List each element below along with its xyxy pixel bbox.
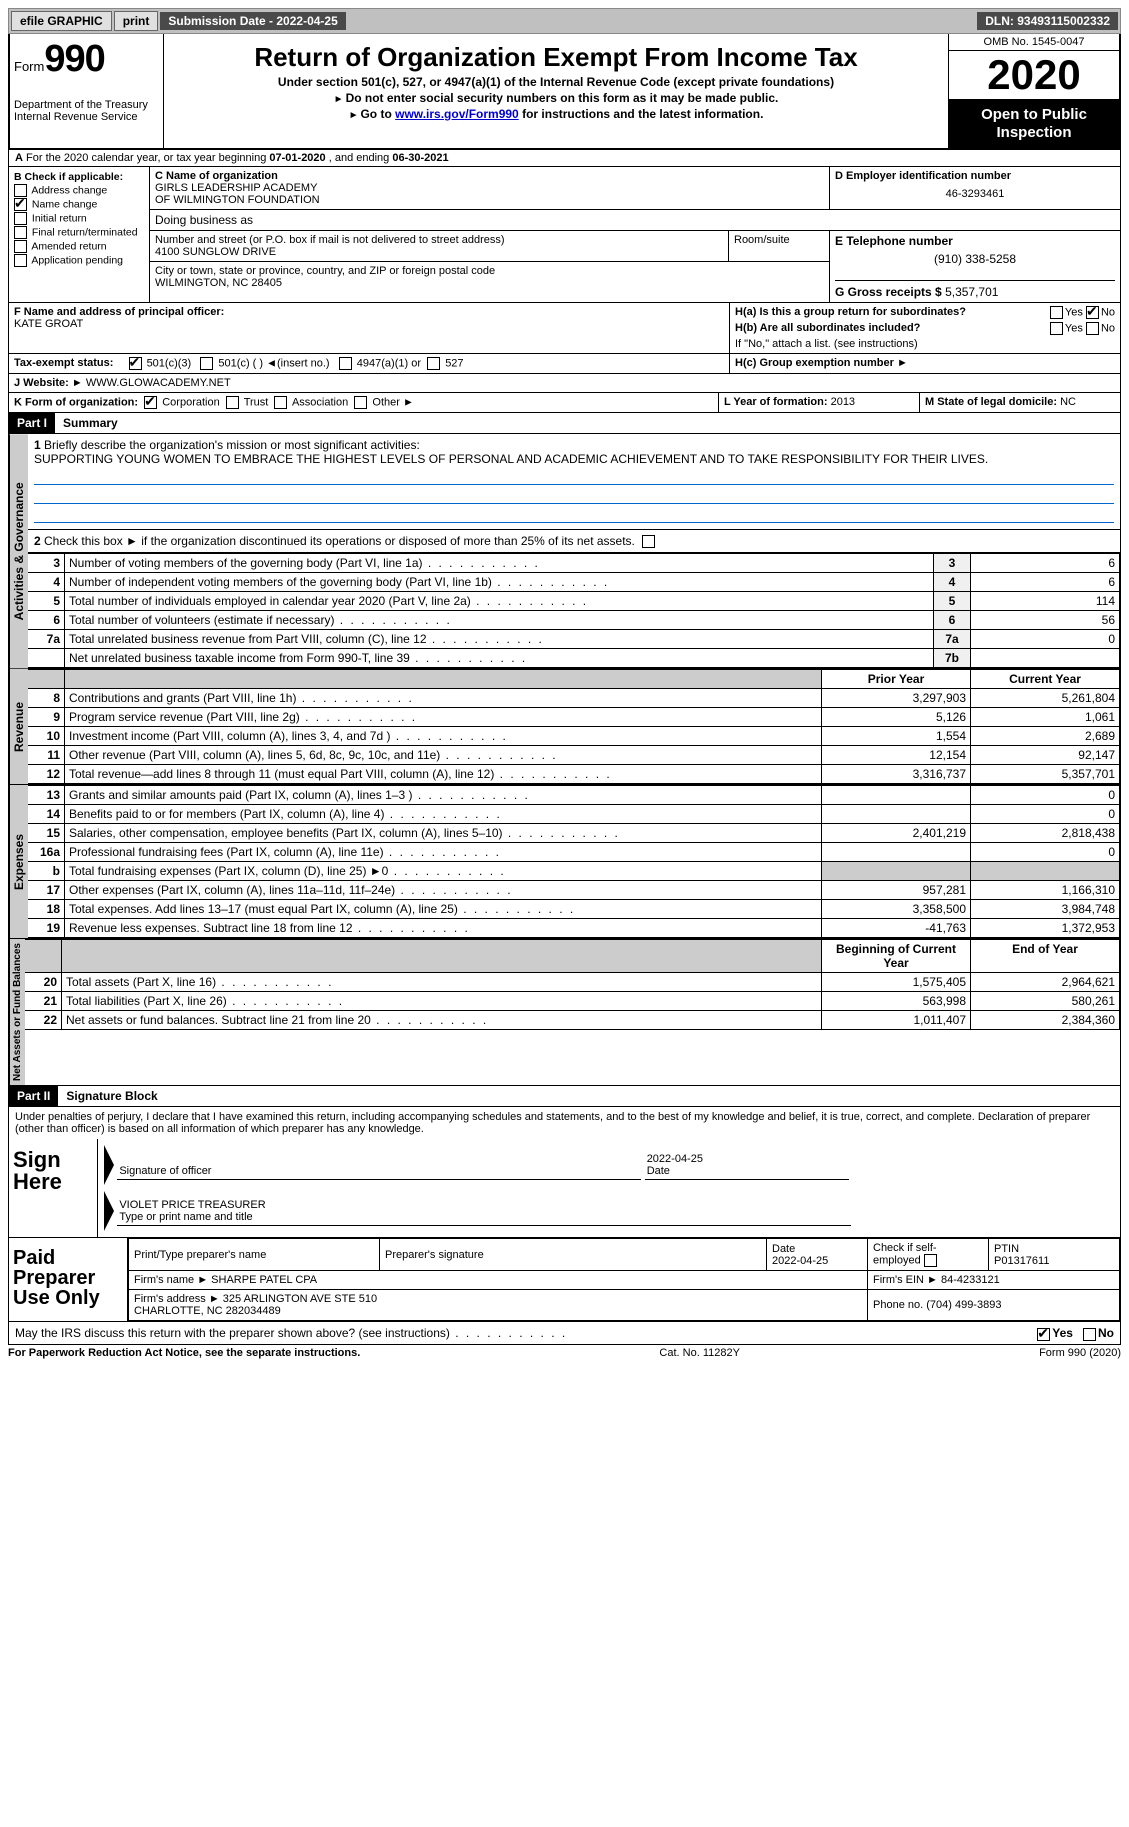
revenue-block: Revenue Prior YearCurrent Year 8Contribu… bbox=[8, 669, 1121, 785]
expense-lines: 13Grants and similar amounts paid (Part … bbox=[28, 785, 1120, 938]
sub3-post: for instructions and the latest informat… bbox=[519, 107, 764, 121]
officer-signed-name: VIOLET PRICE TREASURER bbox=[119, 1199, 265, 1211]
submission-date: Submission Date - 2022-04-25 bbox=[160, 12, 345, 30]
phone-value: (910) 338-5258 bbox=[835, 252, 1115, 266]
officer-name: KATE GROAT bbox=[14, 318, 724, 330]
form-title: Return of Organization Exempt From Incom… bbox=[170, 42, 942, 73]
revenue-lines: Prior YearCurrent Year 8Contributions an… bbox=[28, 669, 1120, 784]
form-word: Form bbox=[14, 59, 44, 74]
print-button[interactable]: print bbox=[114, 11, 159, 31]
checkbox[interactable] bbox=[14, 198, 27, 211]
tax-exempt-label: Tax-exempt status: bbox=[14, 357, 113, 369]
top-toolbar: efile GRAPHIC print Submission Date - 20… bbox=[8, 8, 1121, 34]
checkbox[interactable] bbox=[14, 212, 27, 225]
org-form-row: K Form of organization: Corporation Trus… bbox=[8, 393, 1121, 413]
checkbox[interactable] bbox=[14, 254, 27, 267]
hb-label: H(b) Are all subordinates included? bbox=[735, 322, 920, 334]
arrow-icon bbox=[104, 1191, 114, 1231]
firm-name: SHARPE PATEL CPA bbox=[211, 1274, 317, 1286]
firm-phone: (704) 499-3893 bbox=[926, 1299, 1001, 1311]
ha-label: H(a) Is this a group return for subordin… bbox=[735, 306, 966, 318]
part1-header: Part I Summary bbox=[8, 413, 1121, 434]
sign-here-block: Sign Here Signature of officer 2022-04-2… bbox=[8, 1139, 1121, 1238]
tab-governance: Activities & Governance bbox=[9, 434, 28, 668]
tab-revenue: Revenue bbox=[9, 669, 28, 784]
header-left: Form990 Department of the Treasury Inter… bbox=[10, 34, 164, 148]
subtitle-1: Under section 501(c), 527, or 4947(a)(1)… bbox=[170, 75, 942, 89]
year-formation: 2013 bbox=[831, 396, 855, 408]
status-row: Tax-exempt status: 501(c)(3) 501(c) ( ) … bbox=[8, 354, 1121, 374]
block-b: B Check if applicable: Address change Na… bbox=[9, 167, 150, 302]
efile-label: efile GRAPHIC bbox=[11, 11, 112, 31]
gross-receipts: 5,357,701 bbox=[945, 285, 998, 299]
mission-text: SUPPORTING YOUNG WOMEN TO EMBRACE THE HI… bbox=[34, 452, 1114, 466]
checkbox[interactable] bbox=[14, 226, 27, 239]
checkbox[interactable] bbox=[14, 240, 27, 253]
tab-net-assets: Net Assets or Fund Balances bbox=[9, 939, 25, 1085]
website-row: J Website: ► WWW.GLOWACADEMY.NET bbox=[8, 374, 1121, 393]
g-label: G Gross receipts $ bbox=[835, 285, 942, 299]
open-to-public: Open to Public Inspection bbox=[949, 100, 1119, 148]
ein-value: 46-3293461 bbox=[835, 188, 1115, 200]
part2-header: Part II Signature Block bbox=[8, 1086, 1121, 1107]
omb-number: OMB No. 1545-0047 bbox=[949, 34, 1119, 51]
state-domicile: NC bbox=[1060, 396, 1076, 408]
officer-row: F Name and address of principal officer:… bbox=[8, 303, 1121, 354]
discuss-row: May the IRS discuss this return with the… bbox=[8, 1322, 1121, 1345]
form-header: Form990 Department of the Treasury Inter… bbox=[8, 34, 1121, 150]
street-address: 4100 SUNGLOW DRIVE bbox=[155, 246, 723, 258]
identity-row: B Check if applicable: Address change Na… bbox=[8, 167, 1121, 303]
addr-label: Number and street (or P.O. box if mail i… bbox=[155, 234, 723, 246]
room-label: Room/suite bbox=[729, 231, 829, 261]
ptin-value: P01317611 bbox=[994, 1255, 1049, 1267]
website-value: WWW.GLOWACADEMY.NET bbox=[86, 377, 231, 389]
header-mid: Return of Organization Exempt From Incom… bbox=[164, 34, 948, 148]
e-label: E Telephone number bbox=[835, 234, 1115, 248]
arrow-icon bbox=[104, 1145, 114, 1185]
paid-preparer-block: Paid Preparer Use Only Print/Type prepar… bbox=[8, 1238, 1121, 1322]
governance-block: Activities & Governance 1 Briefly descri… bbox=[8, 434, 1121, 669]
dln-label: DLN: 93493115002332 bbox=[977, 12, 1118, 30]
form-number: 990 bbox=[44, 38, 104, 80]
governance-lines: 3Number of voting members of the governi… bbox=[28, 553, 1120, 668]
sub3-pre: Go to bbox=[360, 107, 395, 121]
c-label: C Name of organization bbox=[155, 170, 824, 182]
tax-year: 2020 bbox=[949, 51, 1119, 100]
firm-ein: 84-4233121 bbox=[941, 1274, 1000, 1286]
header-right: OMB No. 1545-0047 2020 Open to Public In… bbox=[948, 34, 1119, 148]
netassets-block: Net Assets or Fund Balances Beginning of… bbox=[8, 939, 1121, 1086]
city-label: City or town, state or province, country… bbox=[155, 265, 824, 277]
hc-label: H(c) Group exemption number ► bbox=[735, 357, 908, 369]
dba-label: Doing business as bbox=[155, 213, 253, 227]
expenses-block: Expenses 13Grants and similar amounts pa… bbox=[8, 785, 1121, 939]
city-value: WILMINGTON, NC 28405 bbox=[155, 277, 824, 289]
l1-label: Briefly describe the organization's miss… bbox=[44, 438, 420, 452]
perjury-declaration: Under penalties of perjury, I declare th… bbox=[8, 1107, 1121, 1139]
net-lines: Beginning of Current YearEnd of Year 20T… bbox=[25, 939, 1120, 1030]
org-name: GIRLS LEADERSHIP ACADEMY OF WILMINGTON F… bbox=[155, 182, 824, 206]
h-note: If "No," attach a list. (see instruction… bbox=[735, 338, 1115, 350]
tab-expenses: Expenses bbox=[9, 785, 28, 938]
k-label: K Form of organization: bbox=[14, 396, 138, 408]
subtitle-2: Do not enter social security numbers on … bbox=[346, 91, 779, 105]
j-label: J Website: ► bbox=[14, 377, 83, 389]
dept-label: Department of the Treasury Internal Reve… bbox=[14, 99, 159, 123]
page-footer: For Paperwork Reduction Act Notice, see … bbox=[8, 1345, 1121, 1361]
section-a: A For the 2020 calendar year, or tax yea… bbox=[8, 150, 1121, 167]
f-label: F Name and address of principal officer: bbox=[14, 306, 724, 318]
d-label: D Employer identification number bbox=[835, 170, 1115, 182]
irs-link[interactable]: www.irs.gov/Form990 bbox=[395, 107, 519, 121]
